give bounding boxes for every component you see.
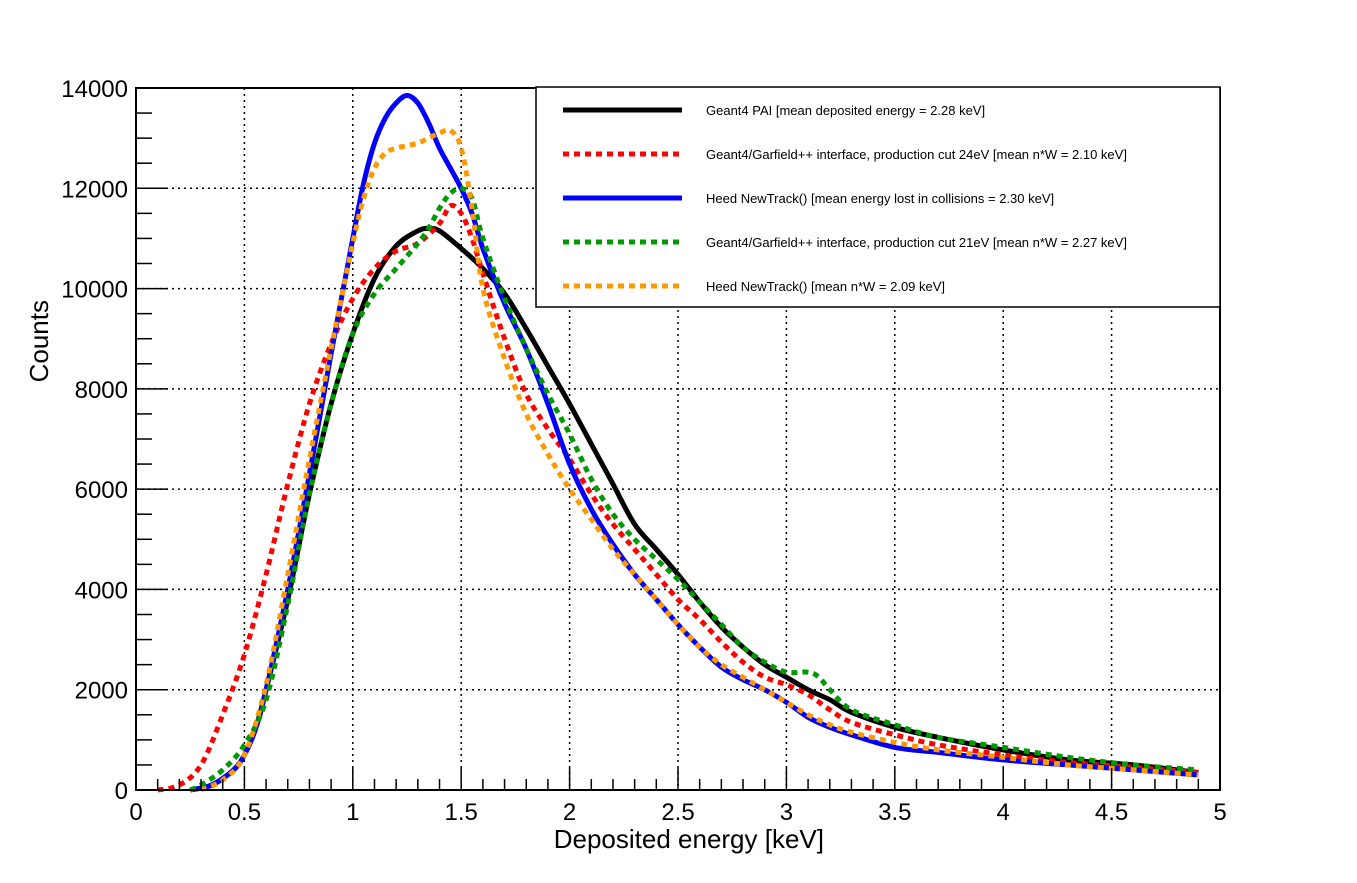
y-tick-label: 10000	[61, 277, 128, 304]
y-tick-labels: 0 2000 4000 6000 8000 10000 12000 14000	[61, 76, 128, 805]
legend-entry-heed-nw: Heed NewTrack() [mean n*W = 2.09 keV]	[563, 279, 945, 294]
legend-label: Heed NewTrack() [mean energy lost in col…	[706, 191, 1054, 206]
legend-entry-geant4-pai: Geant4 PAI [mean deposited energy = 2.28…	[563, 103, 985, 118]
y-tick-label: 8000	[75, 377, 128, 404]
legend-label: Heed NewTrack() [mean n*W = 2.09 keV]	[706, 279, 945, 294]
x-tick-label: 3.5	[878, 799, 911, 826]
x-tick-label: 4	[997, 799, 1010, 826]
y-tick-label: 0	[115, 778, 128, 805]
y-tick-label: 6000	[75, 477, 128, 504]
series-layer	[157, 93, 1199, 793]
legend-label: Geant4 PAI [mean deposited energy = 2.28…	[706, 103, 985, 118]
x-tick-label: 2.5	[661, 799, 694, 826]
x-tick-label: 0.5	[228, 799, 261, 826]
series-garfield-cut-24ev-line	[157, 202, 1199, 793]
x-tick-label: 1.5	[445, 799, 478, 826]
y-axis-title: Counts	[24, 300, 54, 382]
x-tick-label: 3	[780, 799, 793, 826]
legend-entry-garfield-cut-21ev: Geant4/Garfield++ interface, production …	[563, 235, 1127, 250]
y-tick-label: 12000	[61, 176, 128, 203]
legend-entry-garfield-cut-24ev: Geant4/Garfield++ interface, production …	[563, 147, 1127, 162]
legend-label: Geant4/Garfield++ interface, production …	[706, 235, 1127, 250]
y-tick-label: 4000	[75, 577, 128, 604]
series-garfield-cut-21ev-line	[189, 185, 1199, 793]
x-tick-label: 2	[563, 799, 576, 826]
legend-entry-heed-collisions: Heed NewTrack() [mean energy lost in col…	[563, 191, 1054, 206]
x-tick-label: 5	[1213, 799, 1226, 826]
x-axis-title: Deposited energy [keV]	[554, 824, 824, 854]
x-tick-labels: 0 0.5 1 1.5 2 2.5 3 3.5 4 4.5 5	[129, 799, 1226, 826]
axis-ticks	[135, 87, 1221, 791]
y-tick-label: 14000	[61, 76, 128, 103]
x-tick-label: 1	[346, 799, 359, 826]
legend-label: Geant4/Garfield++ interface, production …	[706, 147, 1127, 162]
x-tick-label: 4.5	[1095, 799, 1128, 826]
x-tick-label: 0	[129, 799, 142, 826]
y-tick-label: 2000	[75, 678, 128, 705]
legend: Geant4 PAI [mean deposited energy = 2.28…	[535, 86, 1221, 308]
series-heed-nw-line	[199, 127, 1199, 793]
